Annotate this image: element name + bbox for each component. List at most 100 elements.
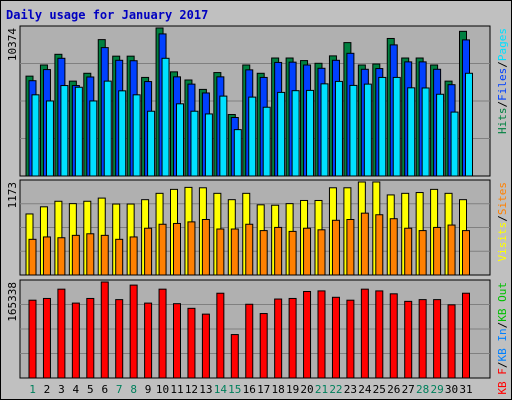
- day-label-4: 4: [73, 383, 80, 396]
- bar-pages-day-18: [277, 91, 286, 177]
- bar-kb-f-day-6: [100, 281, 109, 379]
- bar-pages-day-13: [204, 113, 213, 177]
- day-label-17: 17: [257, 383, 270, 396]
- bar-pages-day-17: [262, 106, 271, 177]
- bar-kb-f-day-13: [201, 313, 210, 379]
- bar-pages-day-16: [248, 96, 257, 177]
- bar-sites-day-21: [317, 229, 326, 276]
- bar-sites-day-3: [57, 237, 66, 276]
- bar-sites-day-27: [404, 227, 413, 276]
- bar-pages-day-11: [176, 103, 184, 177]
- legend-entry: Pages: [496, 28, 509, 61]
- legend-entry: KB F: [496, 368, 509, 395]
- bar-kb-f-day-15: [230, 334, 239, 379]
- bar-pages-day-2: [45, 100, 54, 177]
- legend-hits-files-pages: Hits/Files/Pages: [496, 28, 509, 134]
- legend-entry: /: [496, 101, 509, 108]
- bar-kb-f-day-29: [433, 299, 442, 379]
- day-label-6: 6: [101, 383, 108, 396]
- legend-visits-sites: Visits/Sites: [496, 182, 509, 262]
- bar-sites-day-18: [274, 226, 283, 276]
- day-label-2: 2: [44, 383, 51, 396]
- legend-entry: Hits: [496, 108, 509, 135]
- legend-entry: KB Out: [496, 282, 509, 322]
- legend-entry: /: [496, 362, 509, 369]
- bar-pages-day-8: [132, 94, 141, 177]
- bar-sites-day-28: [418, 230, 427, 276]
- bar-pages-day-25: [378, 76, 387, 177]
- day-label-13: 13: [199, 383, 212, 396]
- bar-kb-f-day-18: [274, 298, 283, 379]
- bar-kb-f-day-9: [144, 302, 153, 379]
- day-label-21: 21: [315, 383, 328, 396]
- day-label-5: 5: [87, 383, 94, 396]
- bar-pages-day-28: [421, 87, 430, 177]
- bar-pages-day-15: [233, 129, 242, 177]
- day-label-19: 19: [286, 383, 299, 396]
- bar-kb-f-day-14: [216, 292, 225, 379]
- bar-sites-day-5: [86, 233, 95, 276]
- day-label-12: 12: [185, 383, 198, 396]
- bar-kb-f-day-1: [28, 299, 37, 379]
- bar-sites-day-1: [28, 238, 37, 276]
- bar-kb-f-day-25: [375, 290, 384, 379]
- bar-kb-f-day-7: [115, 299, 124, 379]
- bar-kb-f-day-28: [418, 299, 427, 379]
- bar-pages-day-20: [306, 89, 315, 177]
- bar-sites-day-20: [303, 227, 312, 276]
- bar-kb-f-day-2: [42, 297, 51, 379]
- bar-pages-day-21: [320, 83, 329, 177]
- bar-pages-day-23: [349, 84, 358, 177]
- day-label-16: 16: [243, 383, 256, 396]
- bar-sites-day-24: [360, 212, 369, 276]
- bar-pages-day-10: [161, 57, 170, 177]
- bar-kb-f-day-21: [317, 290, 326, 379]
- day-label-14: 14: [214, 383, 228, 396]
- day-label-7: 7: [116, 383, 123, 396]
- bar-pages-day-24: [363, 83, 372, 177]
- legend-entry: /: [496, 215, 509, 222]
- day-label-20: 20: [300, 383, 313, 396]
- bar-sites-day-12: [187, 221, 196, 276]
- bar-sites-day-15: [230, 228, 239, 276]
- bar-pages-day-26: [392, 76, 401, 177]
- bar-kb-f-day-27: [404, 300, 413, 379]
- day-label-31: 31: [459, 383, 472, 396]
- bar-kb-f-day-4: [71, 302, 80, 379]
- bar-pages-day-27: [407, 87, 416, 177]
- bar-sites-day-30: [447, 224, 456, 276]
- bar-kb-f-day-17: [259, 313, 268, 379]
- bar-pages-day-6: [103, 80, 112, 177]
- bar-kb-f-day-20: [303, 290, 312, 379]
- day-label-9: 9: [145, 383, 152, 396]
- day-label-18: 18: [272, 383, 285, 396]
- bar-pages-day-14: [219, 95, 228, 177]
- bar-sites-day-14: [216, 228, 225, 276]
- bar-kb-f-day-10: [158, 288, 167, 379]
- bar-sites-day-10: [158, 223, 167, 276]
- bar-kb-f-day-8: [129, 284, 138, 379]
- bar-pages-day-31: [465, 72, 473, 177]
- day-label-10: 10: [156, 383, 169, 396]
- bar-pages-day-29: [436, 93, 445, 177]
- bar-kb-f-day-19: [288, 297, 297, 379]
- legend-kbytes: KB F/KB In/KB Out: [496, 282, 509, 395]
- day-label-29: 29: [430, 383, 443, 396]
- bar-kb-f-day-12: [187, 307, 196, 379]
- day-label-25: 25: [373, 383, 386, 396]
- bar-sites-day-25: [375, 214, 384, 276]
- bar-sites-day-9: [144, 227, 153, 276]
- day-label-3: 3: [58, 383, 65, 396]
- bar-sites-day-19: [288, 230, 297, 276]
- day-label-22: 22: [329, 383, 342, 396]
- bar-pages-day-3: [60, 85, 69, 177]
- bar-sites-day-13: [201, 219, 210, 276]
- bar-pages-day-1: [31, 94, 40, 177]
- bar-pages-day-5: [89, 100, 98, 177]
- legend-entry: Sites: [496, 182, 509, 215]
- bar-sites-day-2: [42, 236, 51, 276]
- bar-pages-day-22: [334, 80, 343, 177]
- max-label-visits-sites: 1173: [6, 182, 19, 209]
- bar-pages-day-19: [291, 90, 300, 177]
